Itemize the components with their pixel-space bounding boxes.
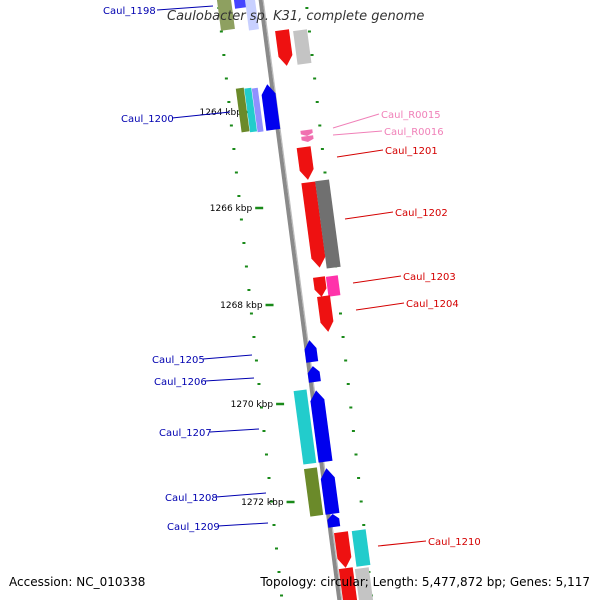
gene-caul-1198-group — [215, 0, 235, 31]
gene-caul-1208-blue — [320, 468, 340, 515]
ruler-label: 1266 kbp — [210, 204, 253, 214]
gene-caul-1199-group — [232, 0, 248, 9]
gene-caul-1203-red — [312, 276, 327, 297]
gene-caul-1203-group — [325, 275, 341, 297]
gene-caul-1204 — [317, 295, 334, 332]
caul-1208-label: Caul_1208 — [165, 493, 218, 504]
caul-1209-label: Caul_1209 — [167, 522, 220, 533]
gene-caul-1207-blue-group — [310, 390, 333, 463]
caul-1204-leader-line — [355, 302, 405, 311]
gene-caul-1200-cyan — [244, 87, 258, 133]
gene-caul-1210-red — [334, 531, 352, 568]
gene-caul-1203 — [325, 275, 341, 297]
ruler-label: 1270 kbp — [231, 400, 274, 410]
gene-caul-1200-olive — [235, 87, 250, 133]
caul-1208-leader-line — [215, 492, 267, 498]
caul-1204-label: Caul_1204 — [406, 299, 459, 310]
gene-caul-1200-light-group — [251, 87, 264, 133]
gene-caul-1201 — [296, 146, 314, 180]
gene-caul-1205-group — [304, 340, 319, 363]
caul-1201-leader-line — [336, 149, 384, 158]
gene-caul-1202-group — [315, 179, 341, 269]
caul-1205-leader-line — [202, 354, 253, 360]
gene-caul-1210-group — [351, 529, 371, 567]
caul-1205-label: Caul_1205 — [152, 355, 205, 366]
gene-caul-1206 — [307, 366, 321, 383]
gene-caul-1202-red-group — [301, 181, 326, 268]
caul-1210-label: Caul_1210 — [428, 537, 481, 548]
caul-1200-leader-line — [171, 111, 231, 119]
caul-r0015-label: Caul_R0015 — [381, 110, 441, 121]
caul-1201-label: Caul_1201 — [385, 146, 438, 157]
caul-1200-label: Caul_1200 — [121, 114, 174, 125]
caul-1206-leader-line — [204, 377, 255, 382]
gene-caul-1203-red-group — [312, 276, 327, 297]
caul-1203-label: Caul_1203 — [403, 272, 456, 283]
gene-caul-1198-faded — [243, 0, 259, 31]
gene-caul-1200 — [261, 84, 281, 131]
caul-1203-leader-line — [352, 275, 402, 284]
caul-1210-leader-line — [377, 540, 427, 547]
caul-1198-leader-line — [156, 5, 214, 11]
gene-caul-1204-group — [317, 295, 334, 332]
caul-1207-leader-line — [209, 428, 260, 433]
gene-caul-r0015-group — [300, 129, 313, 136]
gene-gray-top-group — [293, 29, 312, 65]
gene-caul-r0015 — [300, 129, 313, 136]
gene-caul-1205 — [304, 340, 319, 363]
gene-caul-1201-group — [296, 146, 314, 180]
map-title: Caulobacter sp. K31, complete genome — [167, 9, 425, 24]
caul-1198-label: Caul_1198 — [103, 6, 156, 17]
gene-caul-r0016-group — [301, 135, 314, 142]
gene-red-top — [275, 29, 293, 66]
gene-caul-1206-group — [307, 366, 321, 383]
caul-1202-label: Caul_1202 — [395, 208, 448, 219]
gene-caul-1199 — [232, 0, 248, 9]
ruler-label: 1268 kbp — [220, 301, 263, 311]
gene-caul-1207-blue — [310, 390, 333, 463]
gene-caul-1200-cyan-group — [244, 87, 258, 133]
gene-gray-top — [293, 29, 312, 65]
caul-1202-leader-line — [344, 211, 394, 220]
gene-caul-1200-olive-group — [235, 87, 250, 133]
gene-caul-1202-red — [301, 181, 326, 268]
topology-text: Topology: circular; Length: 5,477,872 bp… — [260, 575, 590, 589]
caul-r0016-leader-line — [332, 130, 383, 136]
gene-caul-1208-blue-group — [320, 468, 340, 515]
caul-1206-label: Caul_1206 — [154, 377, 207, 388]
gene-caul-1208 — [303, 467, 324, 517]
ruler-label: 1272 kbp — [241, 498, 284, 508]
gene-caul-1200-group — [261, 84, 281, 131]
gene-caul-1207 — [293, 389, 317, 465]
caul-r0016-label: Caul_R0016 — [384, 127, 444, 138]
gene-caul-r0016 — [301, 135, 314, 142]
gene-caul-1198 — [215, 0, 235, 31]
caul-1209-leader-line — [217, 522, 269, 527]
gene-caul-1208-group — [303, 467, 324, 517]
gene-caul-1207-group — [293, 389, 317, 465]
gene-caul-1210 — [351, 529, 371, 567]
gene-caul-1198-faded-group — [243, 0, 259, 31]
gene-caul-1202 — [315, 179, 341, 269]
gene-red-top-group — [275, 29, 293, 66]
gene-caul-1200-light — [251, 87, 264, 133]
gene-caul-1210-red-group — [334, 531, 352, 568]
caul-r0015-leader-line — [332, 113, 380, 129]
gene-caul-1209-group — [327, 514, 341, 528]
gene-caul-1209 — [327, 514, 341, 528]
accession-text: Accession: NC_010338 — [9, 575, 146, 589]
caul-1207-label: Caul_1207 — [159, 428, 212, 439]
